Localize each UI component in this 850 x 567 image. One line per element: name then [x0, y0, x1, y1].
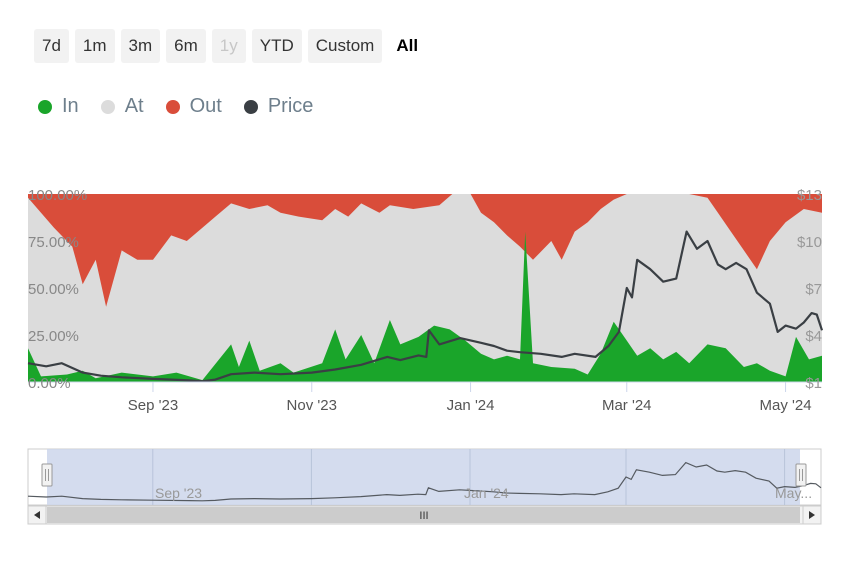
x-tick-label: Nov '23	[287, 397, 337, 414]
scroll-left-button[interactable]	[27, 505, 47, 525]
y-right-tick-label: $13	[797, 187, 822, 204]
price-line	[27, 230, 824, 383]
scrollbar: III	[27, 505, 822, 525]
in-area	[28, 231, 822, 382]
y-right-tick-label: $4	[805, 328, 822, 345]
range-btn-all[interactable]: All	[388, 29, 426, 63]
scrollbar-thumb[interactable]	[47, 507, 800, 523]
y-axis-right: $1 $4 $7 $10 $13	[797, 187, 822, 392]
legend-dot-icon	[38, 99, 52, 114]
navigator: Sep '23 Jan '24 May...	[27, 448, 822, 506]
range-btn-7d[interactable]: 7d	[34, 29, 69, 63]
range-btn-ytd[interactable]: YTD	[251, 29, 302, 63]
x-tick-label: Jan '24	[447, 397, 495, 414]
navigator-label-jan: Jan '24	[464, 485, 509, 501]
legend-label: Price	[267, 95, 314, 117]
y-left-tick-label: 100.00%	[28, 187, 87, 204]
navigator-handle-left[interactable]	[41, 463, 53, 487]
x-tick-label: Mar '24	[602, 397, 652, 414]
range-selector: 7d 1m 3m 6m 1y YTD Custom All	[34, 29, 426, 63]
scroll-right-button[interactable]	[802, 505, 822, 525]
legend-item-in[interactable]: In	[38, 95, 79, 118]
navigator-mask[interactable]	[47, 449, 800, 505]
x-tick-label: May '24	[760, 397, 812, 414]
out-area	[28, 194, 822, 307]
arrow-left-icon	[34, 511, 40, 519]
chart-legend: In At Out Price	[38, 95, 313, 118]
navigator-label-sep: Sep '23	[155, 485, 202, 501]
legend-label: In	[62, 95, 79, 117]
x-axis-ticks: Sep '23 Nov '23 Jan '24 Mar '24 May '24	[128, 382, 812, 414]
legend-label: At	[124, 95, 144, 117]
scrollbar-grip-icon: III	[419, 510, 428, 522]
legend-item-price[interactable]: Price	[243, 95, 314, 118]
legend-label: Out	[189, 95, 222, 117]
navigator-label-may: May...	[775, 485, 812, 501]
legend-dot-icon	[100, 99, 115, 114]
y-left-tick-label: 0.00%	[28, 375, 71, 392]
y-left-tick-label: 25.00%	[28, 328, 79, 345]
navigator-handle-right[interactable]	[795, 463, 807, 487]
legend-item-at[interactable]: At	[100, 95, 144, 118]
range-btn-6m[interactable]: 6m	[166, 29, 206, 63]
x-tick-label: Sep '23	[128, 397, 178, 414]
y-right-tick-label: $7	[805, 281, 822, 298]
legend-dot-icon	[165, 99, 180, 114]
range-btn-1y: 1y	[211, 29, 246, 63]
y-left-tick-label: 50.00%	[28, 281, 79, 298]
legend-item-out[interactable]: Out	[165, 95, 222, 118]
arrow-right-icon	[809, 511, 815, 519]
range-btn-1m[interactable]: 1m	[74, 29, 115, 63]
main-plot: Sep '23 Nov '23 Jan '24 Mar '24 May '24 0.00…	[27, 187, 824, 414]
y-left-tick-label: 75.00%	[28, 234, 79, 251]
y-axis-left: 0.00% 25.00% 50.00% 75.00% 100.00%	[28, 187, 87, 392]
legend-dot-icon	[243, 99, 258, 114]
range-btn-3m[interactable]: 3m	[120, 29, 161, 63]
y-right-tick-label: $1	[805, 375, 822, 392]
y-right-tick-label: $10	[797, 234, 822, 251]
navigator-price-line	[27, 461, 822, 502]
range-btn-custom[interactable]: Custom	[307, 29, 383, 63]
